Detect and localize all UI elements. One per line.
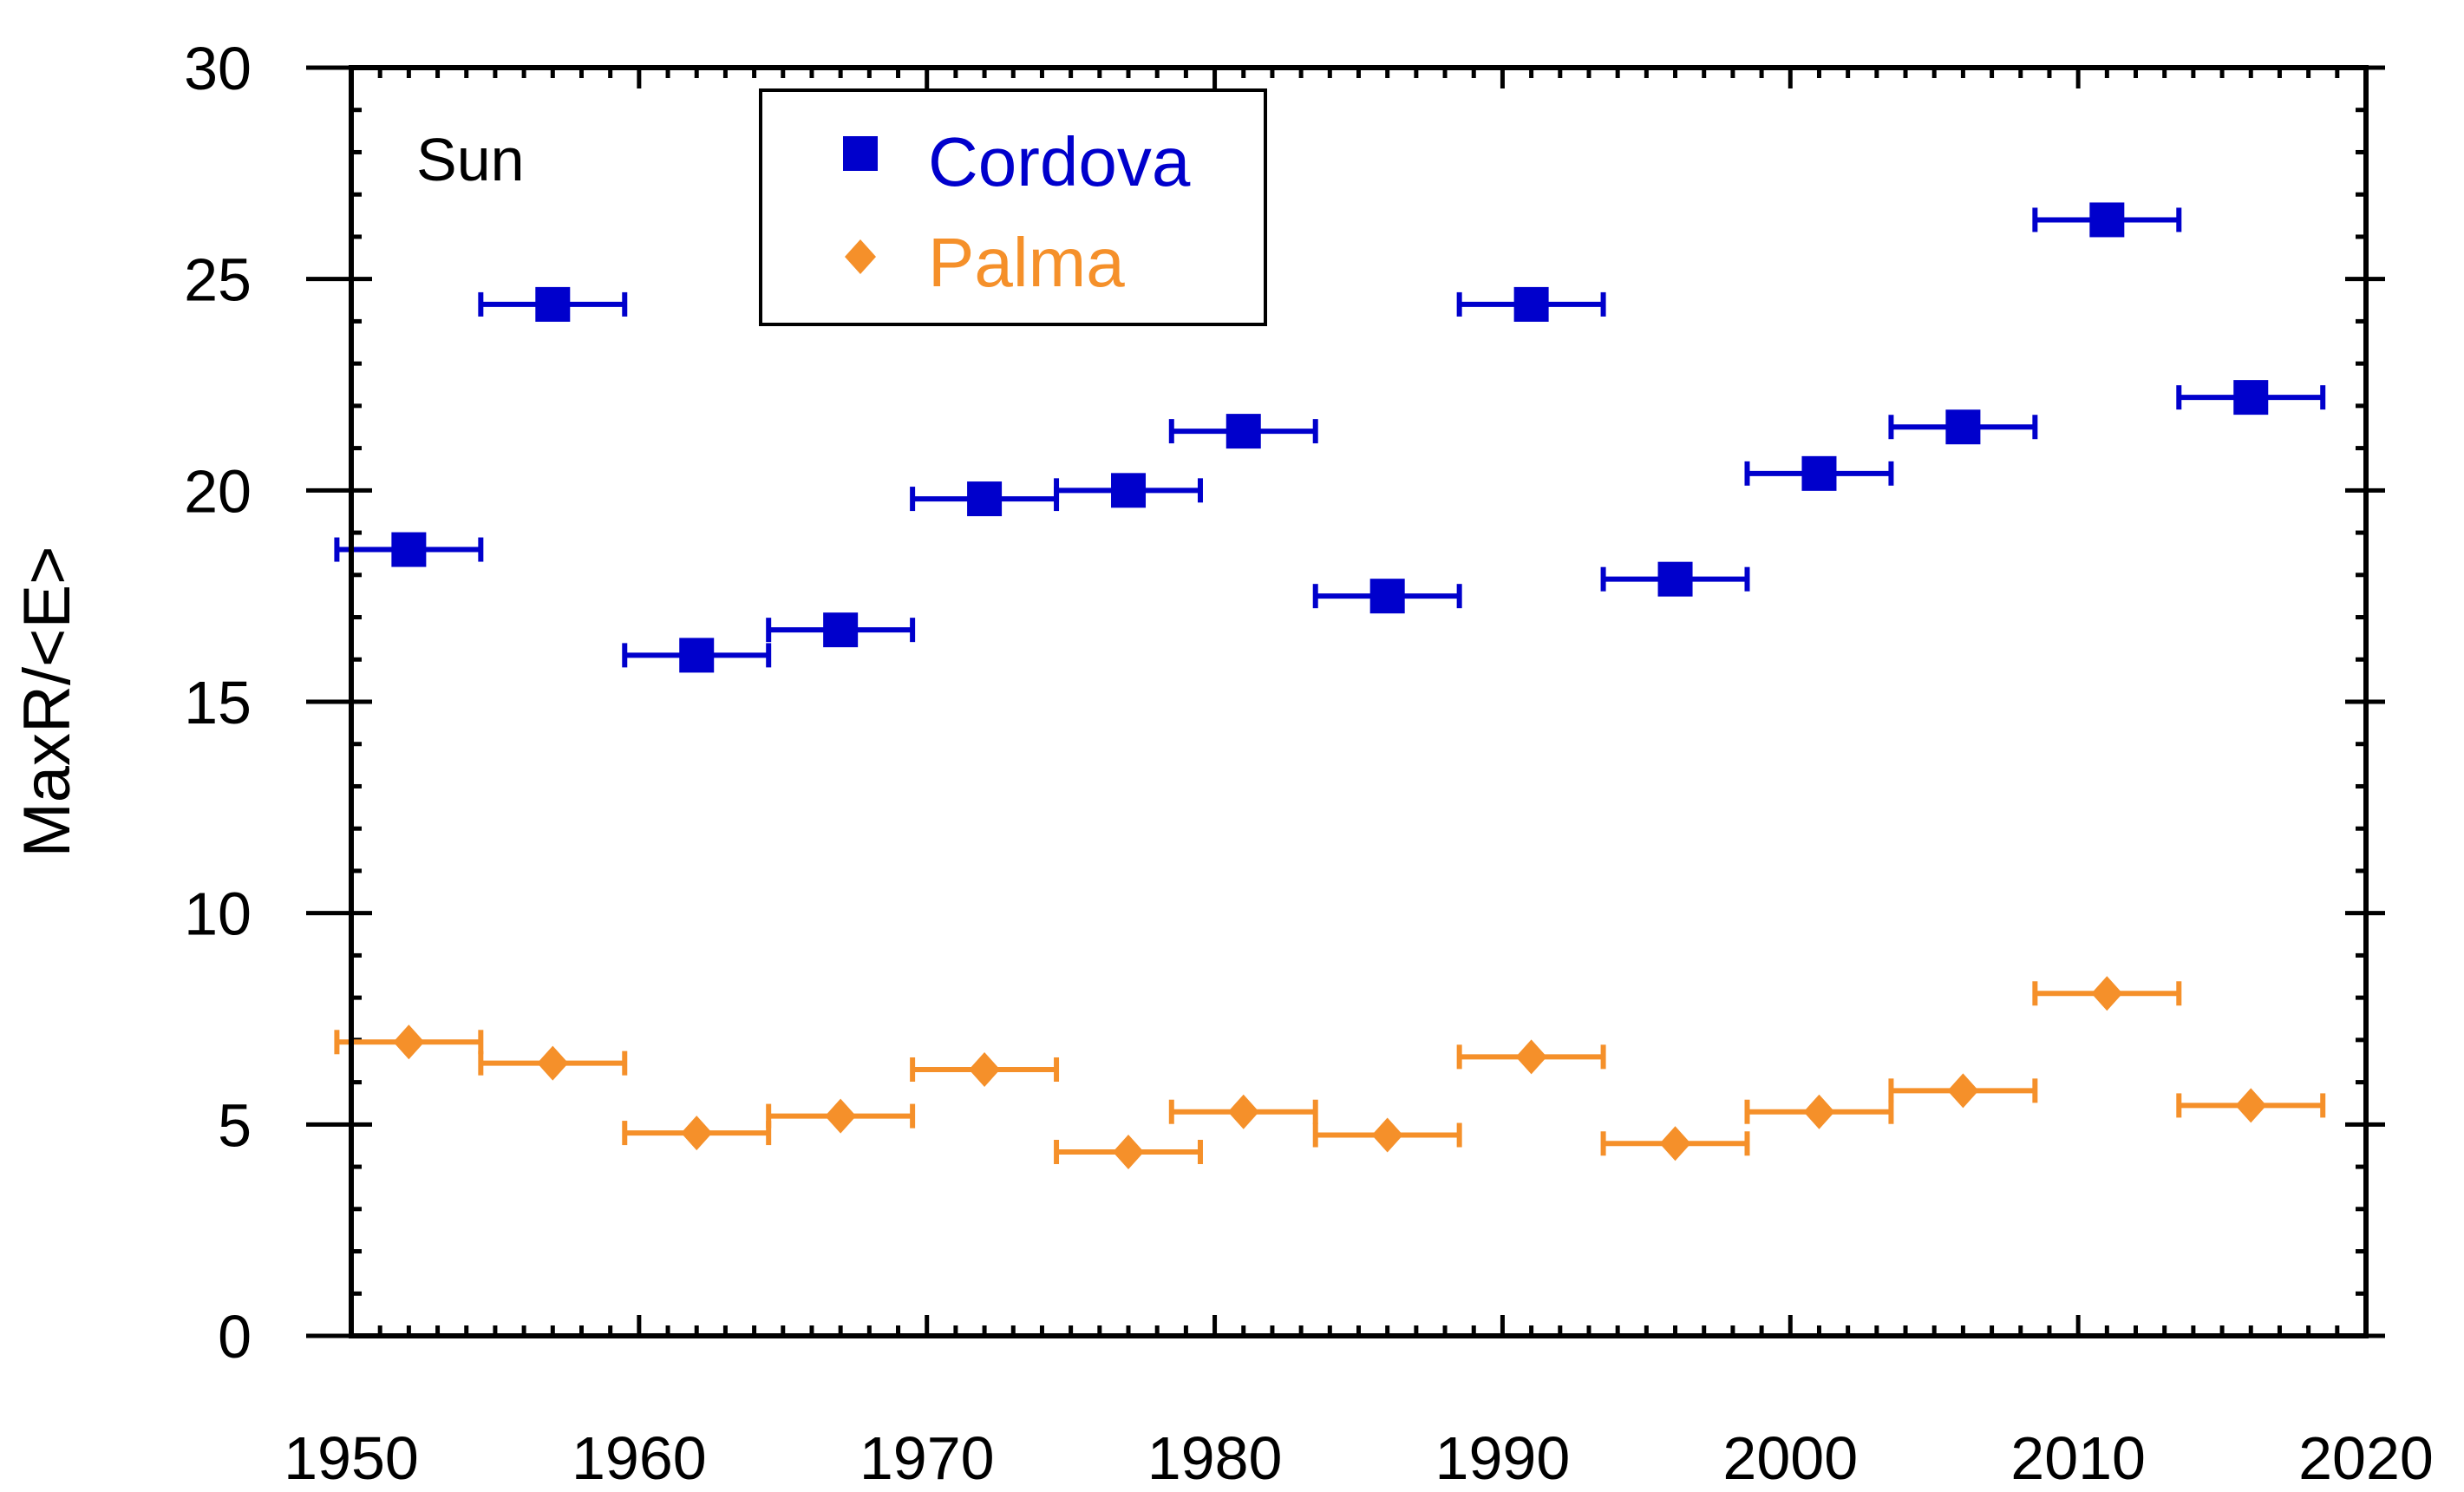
legend-box bbox=[759, 88, 1267, 326]
tick-labels-layer: 1950 1960 1970 1980 1990 2000 2010 2020 0 5 10 15 20… bbox=[184, 35, 2434, 1492]
y-tick-label: 0 bbox=[218, 1303, 252, 1371]
cordova-point bbox=[2089, 202, 2125, 238]
palma-point bbox=[825, 1098, 857, 1134]
y-tick-label: 25 bbox=[184, 246, 252, 314]
series-palma bbox=[334, 976, 2326, 1170]
legend-label-palma: Palma bbox=[928, 224, 1125, 301]
x-tick-label: 1970 bbox=[859, 1424, 995, 1492]
cordova-point bbox=[679, 638, 715, 673]
cordova-point bbox=[391, 532, 427, 567]
palma-point bbox=[1113, 1135, 1145, 1170]
palma-point bbox=[2091, 976, 2123, 1011]
legend-items bbox=[843, 136, 878, 274]
plot-frame bbox=[349, 65, 2369, 1338]
x-tick-label: 1960 bbox=[572, 1424, 707, 1492]
cordova-point bbox=[1369, 579, 1405, 614]
palma-point bbox=[1803, 1094, 1835, 1129]
palma-point bbox=[1947, 1073, 1979, 1109]
cordova-point bbox=[1945, 409, 1981, 445]
y-tick-label: 30 bbox=[184, 35, 252, 102]
y-axis-title: MaxR/<E> bbox=[10, 546, 84, 857]
x-tick-label: 1990 bbox=[1435, 1424, 1571, 1492]
cordova-point bbox=[967, 481, 1003, 517]
palma-point bbox=[1515, 1039, 1547, 1075]
palma-point bbox=[537, 1045, 569, 1081]
ticks-layer bbox=[306, 65, 2385, 1338]
legend-marker-cordova bbox=[843, 136, 878, 171]
legend: Cordova Palma bbox=[759, 88, 1267, 326]
legend-marker-palma bbox=[845, 239, 876, 274]
y-tick-label: 5 bbox=[218, 1091, 252, 1159]
palma-point bbox=[1659, 1126, 1691, 1162]
y-tick-label: 10 bbox=[184, 880, 252, 948]
cordova-point bbox=[1513, 286, 1549, 322]
cordova-point bbox=[823, 612, 859, 648]
cordova-point bbox=[1225, 414, 1261, 449]
series-cordova bbox=[334, 202, 2326, 673]
cordova-point bbox=[1657, 561, 1693, 597]
cordova-point bbox=[535, 286, 571, 322]
palma-point bbox=[393, 1024, 425, 1060]
palma-point bbox=[1371, 1117, 1403, 1153]
x-tick-label: 1950 bbox=[284, 1424, 419, 1492]
cordova-point bbox=[1111, 473, 1147, 508]
series-layer bbox=[334, 202, 2326, 1170]
legend-label-cordova: Cordova bbox=[928, 123, 1191, 200]
palma-point bbox=[1227, 1094, 1259, 1129]
cordova-point bbox=[2233, 380, 2269, 416]
palma-point bbox=[681, 1116, 713, 1151]
y-tick-label: 20 bbox=[184, 457, 252, 525]
palma-point bbox=[2235, 1088, 2267, 1123]
panel-label: Sun bbox=[416, 126, 525, 193]
x-tick-label: 2020 bbox=[2298, 1424, 2434, 1492]
x-tick-label: 2000 bbox=[1722, 1424, 1858, 1492]
x-tick-label: 1980 bbox=[1147, 1424, 1283, 1492]
x-tick-label: 2010 bbox=[2010, 1424, 2146, 1492]
palma-point bbox=[969, 1051, 1001, 1087]
cordova-point bbox=[1801, 455, 1837, 491]
y-tick-label: 15 bbox=[184, 669, 252, 736]
